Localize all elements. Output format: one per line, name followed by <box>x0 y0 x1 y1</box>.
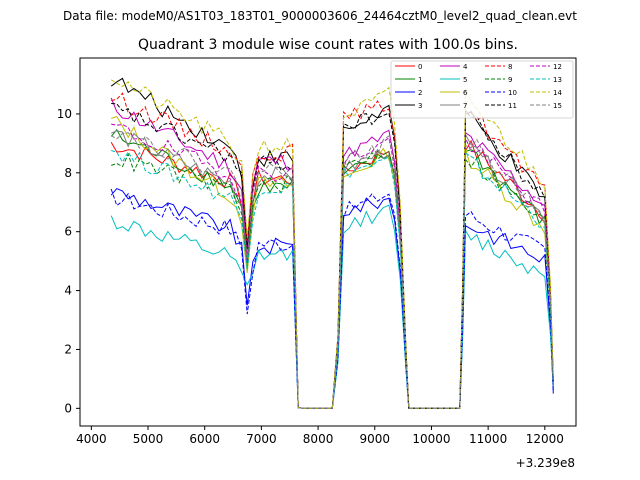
legend-label-11: 11 <box>508 102 517 110</box>
x-offset-label: +3.239e8 <box>516 456 575 470</box>
series-line-15 <box>110 132 554 409</box>
x-axis: 4000 5000 6000 7000 8000 9000 10000 11000 12000 <box>76 426 564 446</box>
legend-label-14: 14 <box>553 89 562 97</box>
legend-label-10: 10 <box>508 89 517 97</box>
legend-label-2: 2 <box>418 89 422 97</box>
y-tick-label: 4 <box>64 284 72 298</box>
x-tick-label: 8000 <box>303 432 334 446</box>
suptitle: Data file: modeM0/AS1T03_183T01_90000036… <box>63 9 577 23</box>
legend-label-1: 1 <box>418 76 422 84</box>
x-tick-label: 9000 <box>359 432 390 446</box>
x-tick-label: 12000 <box>526 432 564 446</box>
legend-label-0: 0 <box>418 63 422 71</box>
legend-label-8: 8 <box>508 63 512 71</box>
legend-label-5: 5 <box>463 76 467 84</box>
legend-label-9: 9 <box>508 76 512 84</box>
series-line-13 <box>111 150 554 409</box>
legend-label-12: 12 <box>553 63 562 71</box>
y-tick-label: 10 <box>57 107 72 121</box>
x-tick-label: 10000 <box>412 432 450 446</box>
legend-label-13: 13 <box>553 76 562 84</box>
legend-label-4: 4 <box>463 63 468 71</box>
x-tick-label: 11000 <box>469 432 507 446</box>
series-line-10 <box>110 188 554 409</box>
x-tick-label: 6000 <box>189 432 220 446</box>
x-tick-label: 7000 <box>246 432 277 446</box>
legend-label-7: 7 <box>463 102 467 110</box>
legend-label-15: 15 <box>553 102 562 110</box>
axes-frame <box>79 57 577 427</box>
x-tick-label: 4000 <box>76 432 107 446</box>
y-tick-label: 8 <box>64 166 72 180</box>
plot-area <box>79 57 577 427</box>
chart-title: Quadrant 3 module wise count rates with … <box>138 37 518 53</box>
x-tick-label: 5000 <box>133 432 164 446</box>
y-tick-label: 6 <box>64 225 72 239</box>
y-axis: 0 2 4 6 8 10 <box>57 107 80 415</box>
y-tick-label: 2 <box>64 342 72 356</box>
legend-label-6: 6 <box>463 89 468 97</box>
legend-box <box>390 60 574 119</box>
y-tick-label: 0 <box>64 401 72 415</box>
legend-label-3: 3 <box>418 102 422 110</box>
